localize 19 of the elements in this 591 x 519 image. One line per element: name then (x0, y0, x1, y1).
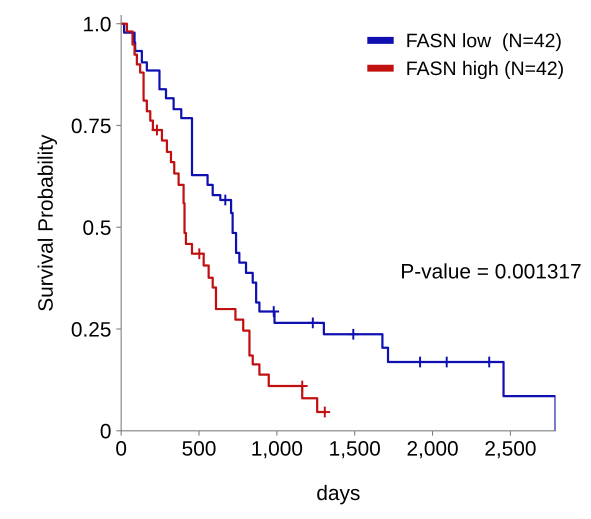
x-tick-label: 0 (116, 441, 126, 456)
annotation: P-value = 0.001317 (402, 263, 581, 279)
x-tick-label: 2,500 (485, 441, 536, 458)
y-tick-label: 0 (100, 424, 111, 439)
x-tick-label: 2,000 (408, 441, 458, 458)
x-axis-title: days (317, 484, 360, 504)
point (346, 328, 360, 341)
y-tick-label: 0.5 (83, 220, 111, 235)
legend-label: FASN low (N=42) (407, 33, 561, 52)
x-tick-label: 1,000 (252, 441, 302, 458)
y-tick-label: 0.25 (72, 322, 111, 337)
point (192, 247, 206, 260)
point (306, 316, 320, 330)
y-tick-label: 1.0 (84, 16, 111, 32)
y-tick-label: 0.75 (72, 118, 111, 134)
x-tick-label: 1,500 (330, 441, 380, 458)
x-tick-label: 500 (182, 441, 216, 456)
y-axis-title: Survival Probability (38, 134, 57, 311)
legend-label: FASN high (N=42) (407, 60, 563, 80)
